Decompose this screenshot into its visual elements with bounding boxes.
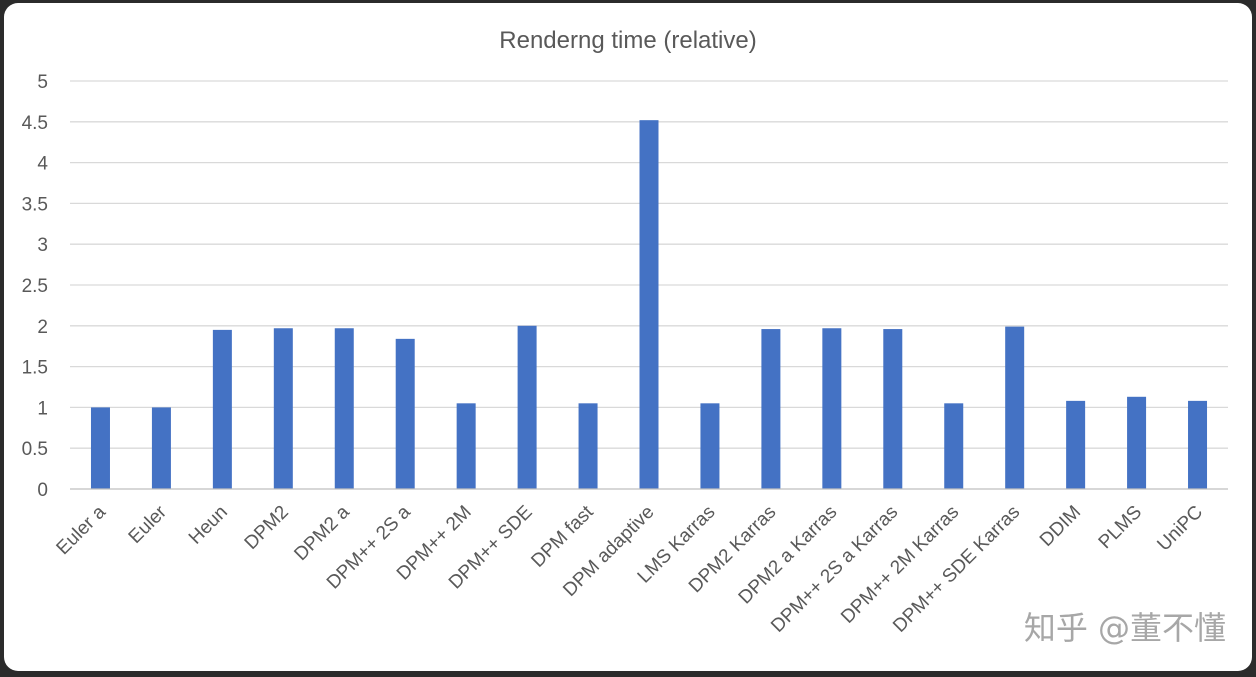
bar-heun [212,329,232,489]
bar-dpm-2m [456,403,476,489]
bar-dpm-2m-karras [944,403,964,489]
x-tick-label: DPM2 [241,502,293,554]
y-tick-label: 3.5 [22,194,48,215]
y-tick-label: 3 [37,235,48,256]
x-tick-label: Euler [125,501,172,548]
y-axis-ticks: 0 0.5 1 1.5 2 2.5 3 3.5 4 4.5 5 [22,72,49,501]
y-tick-label: 1 [37,398,48,419]
bar-lms-karras [700,403,720,489]
bar-dpm2 [273,328,293,489]
bars [90,120,1208,489]
bar-chart: Renderng time (relative) 0 0.5 1 1.5 2 2.5 3 3.… [22,27,1228,647]
x-tick-label: Heun [185,502,232,549]
y-tick-label: 5 [37,72,48,93]
bar-dpm-sde-karras [1005,326,1025,489]
y-tick-label: 0 [37,480,48,501]
y-tick-label: 2 [37,317,48,338]
bar-ddim [1066,400,1086,489]
x-tick-label: DPM2 a [290,501,354,565]
y-tick-label: 2.5 [22,276,48,297]
bar-dpm2-karras [761,329,781,489]
bar-dpm-2s-a-karras [883,329,903,489]
x-tick-label: DDIM [1036,502,1085,551]
y-tick-label: 1.5 [22,358,48,379]
x-tick-label: DPM++ 2M Karras [837,502,963,628]
x-tick-label: Euler a [53,501,111,559]
chart-title: Renderng time (relative) [499,27,756,54]
y-tick-label: 0.5 [22,439,48,460]
bar-unipc [1188,400,1208,489]
bar-plms [1127,396,1147,489]
x-tick-label: UniPC [1153,502,1207,556]
bar-dpm-fast [578,403,598,489]
bar-euler-a [90,407,110,489]
watermark-text: 知乎 @董不懂 [1024,609,1226,647]
bar-euler [151,407,171,489]
chart-card: Renderng time (relative) 0 0.5 1 1.5 2 2.5 3 3.… [4,3,1252,671]
bar-dpm-sde [517,325,537,489]
x-tick-label: PLMS [1095,502,1146,553]
y-tick-label: 4 [37,154,48,175]
bar-dpm-adaptive [639,120,659,489]
bar-dpm2-a [334,328,354,489]
y-tick-label: 4.5 [22,113,48,134]
bar-dpm2-a-karras [822,328,842,489]
bar-dpm-2s-a [395,338,415,489]
